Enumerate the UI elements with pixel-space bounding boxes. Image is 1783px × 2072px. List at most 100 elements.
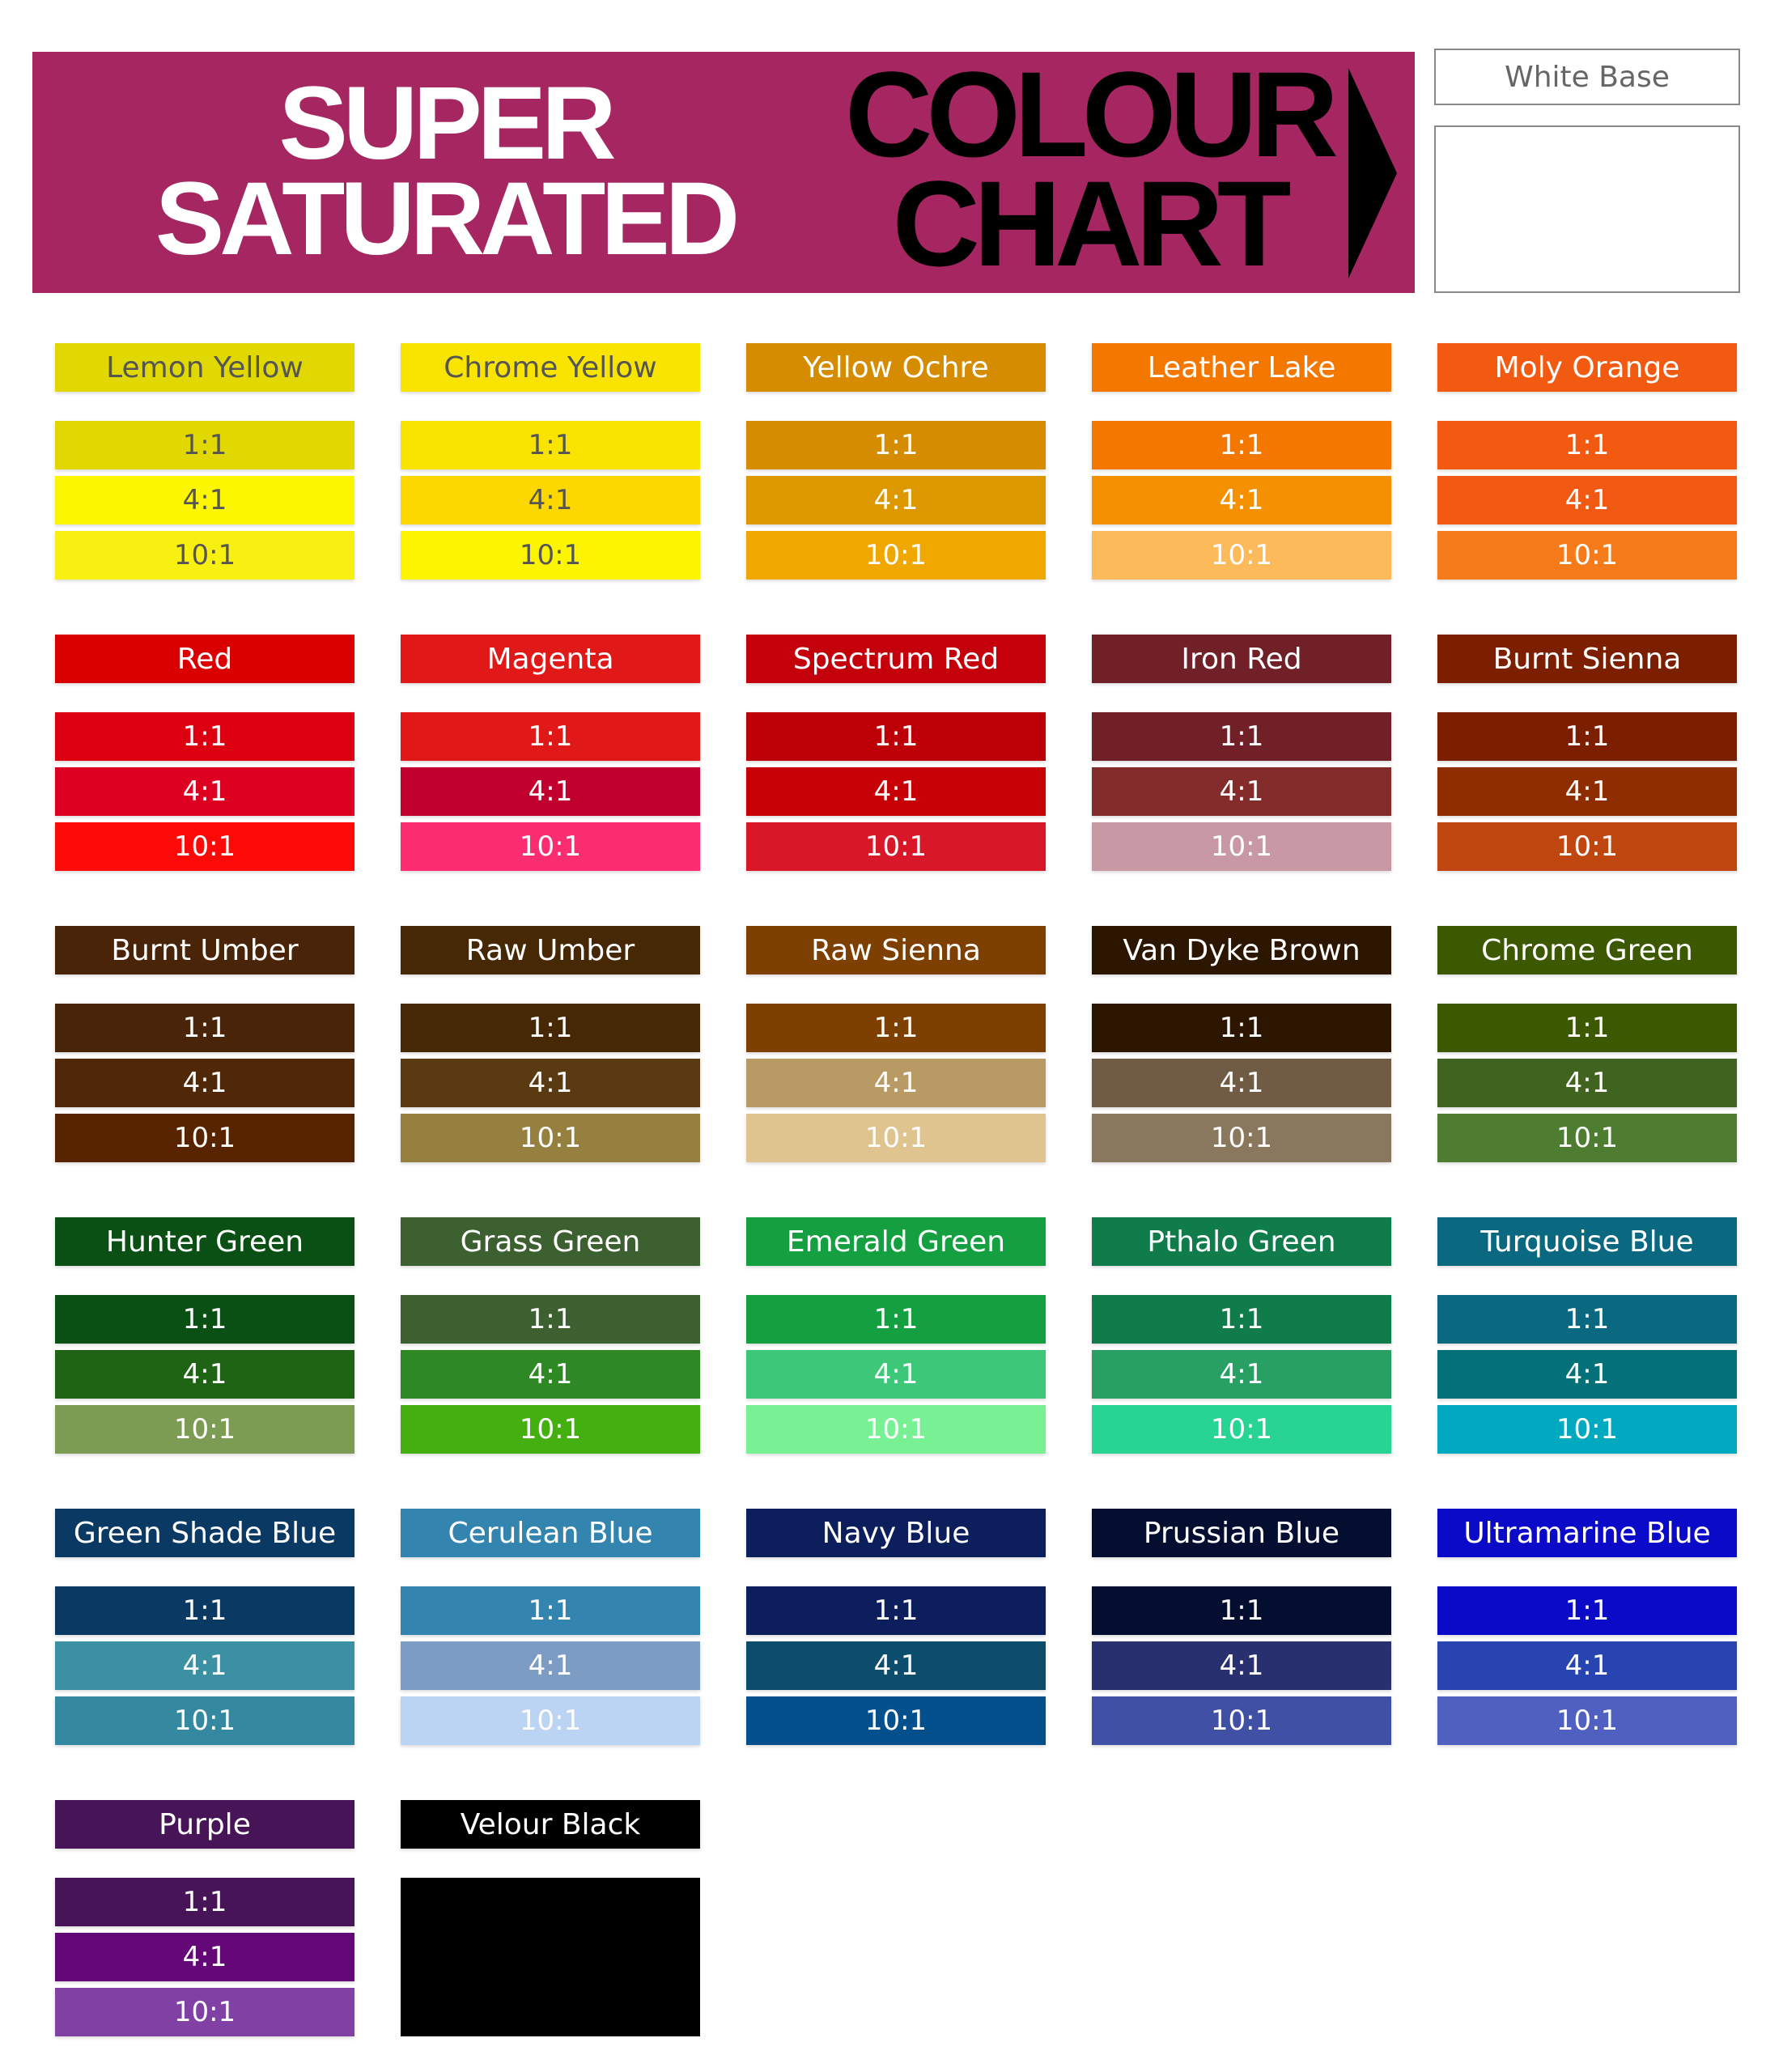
colour-card: Ultramarine Blue 1:1 4:1 10:1 [1437, 1509, 1737, 1745]
colour-name: Grass Green [401, 1217, 700, 1266]
colour-swatch-4-1: 4:1 [1092, 1641, 1391, 1690]
colour-swatch-10-1: 10:1 [55, 822, 354, 871]
colour-card: Raw Sienna 1:1 4:1 10:1 [746, 926, 1046, 1162]
colour-swatch-10-1: 10:1 [401, 1696, 700, 1745]
colour-name: Magenta [401, 635, 700, 683]
colour-swatch-4-1: 4:1 [55, 476, 354, 524]
colour-card: Chrome Green 1:1 4:1 10:1 [1437, 926, 1737, 1162]
colour-swatch-10-1: 10:1 [1092, 1405, 1391, 1454]
white-base-label: White Base [1434, 49, 1740, 105]
colour-swatch-4-1: 4:1 [401, 1641, 700, 1690]
colour-swatch-10-1: 10:1 [746, 1405, 1046, 1454]
colour-card: Emerald Green 1:1 4:1 10:1 [746, 1217, 1046, 1454]
colour-swatch-10-1: 10:1 [1092, 531, 1391, 580]
colour-swatch-1-1: 1:1 [746, 1295, 1046, 1344]
title-line-chart: CHART [892, 155, 1292, 291]
colour-swatch-10-1: 10:1 [1437, 1405, 1737, 1454]
colour-swatch-1-1: 1:1 [746, 1004, 1046, 1052]
colour-swatch-4-1: 4:1 [401, 767, 700, 816]
colour-swatch-4-1: 4:1 [746, 1641, 1046, 1690]
colour-card: Navy Blue 1:1 4:1 10:1 [746, 1509, 1046, 1745]
colour-swatch-10-1: 10:1 [1437, 531, 1737, 580]
colour-swatch-10-1: 10:1 [55, 1696, 354, 1745]
colour-swatch-10-1: 10:1 [401, 822, 700, 871]
colour-card: Velour Black [401, 1800, 700, 2036]
colour-name: Yellow Ochre [746, 343, 1046, 392]
colour-name: Raw Umber [401, 926, 700, 974]
colour-swatch-1-1: 1:1 [1437, 421, 1737, 469]
colour-swatch-4-1: 4:1 [1092, 476, 1391, 524]
colour-swatch-4-1: 4:1 [401, 1059, 700, 1107]
colour-name: Raw Sienna [746, 926, 1046, 974]
colour-name: Iron Red [1092, 635, 1391, 683]
colour-swatch-1-1: 1:1 [55, 421, 354, 469]
colour-swatch-10-1: 10:1 [401, 1405, 700, 1454]
colour-swatch-10-1: 10:1 [1092, 822, 1391, 871]
colour-name: Ultramarine Blue [1437, 1509, 1737, 1557]
colour-swatch-1-1: 1:1 [401, 1586, 700, 1635]
colour-name: Hunter Green [55, 1217, 354, 1266]
colour-card: Leather Lake 1:1 4:1 10:1 [1092, 343, 1391, 580]
colour-swatch-4-1: 4:1 [746, 1350, 1046, 1399]
white-base-swatch [1434, 125, 1740, 293]
colour-name: Navy Blue [746, 1509, 1046, 1557]
colour-card: Burnt Umber 1:1 4:1 10:1 [55, 926, 354, 1162]
colour-swatch-4-1: 4:1 [1437, 1059, 1737, 1107]
colour-swatch-1-1: 1:1 [55, 1004, 354, 1052]
colour-swatch-1-1: 1:1 [1092, 1295, 1391, 1344]
colour-card: Grass Green 1:1 4:1 10:1 [401, 1217, 700, 1454]
colour-card: Iron Red 1:1 4:1 10:1 [1092, 635, 1391, 871]
colour-swatch-1-1: 1:1 [55, 1295, 354, 1344]
colour-card: Pthalo Green 1:1 4:1 10:1 [1092, 1217, 1391, 1454]
colour-swatch-1-1: 1:1 [746, 421, 1046, 469]
colour-swatch-1-1: 1:1 [1092, 421, 1391, 469]
colour-swatch-1-1: 1:1 [1437, 712, 1737, 761]
colour-name: Green Shade Blue [55, 1509, 354, 1557]
colour-swatch-4-1: 4:1 [55, 1059, 354, 1107]
colour-swatch-4-1: 4:1 [746, 767, 1046, 816]
colour-swatch-10-1: 10:1 [1437, 822, 1737, 871]
colour-swatch-10-1: 10:1 [55, 531, 354, 580]
colour-name: Lemon Yellow [55, 343, 354, 392]
colour-swatch-10-1: 10:1 [746, 531, 1046, 580]
colour-swatch-1-1: 1:1 [1437, 1295, 1737, 1344]
colour-swatch-1-1: 1:1 [55, 712, 354, 761]
colour-swatch-10-1: 10:1 [401, 531, 700, 580]
colour-swatch-1-1: 1:1 [401, 1004, 700, 1052]
title-colour-chart: COLOUR CHART [797, 53, 1380, 291]
colour-swatch-4-1: 4:1 [746, 476, 1046, 524]
colour-name: Burnt Umber [55, 926, 354, 974]
colour-swatch-4-1: 4:1 [1437, 767, 1737, 816]
colour-name: Turquoise Blue [1437, 1217, 1737, 1266]
colour-card: Prussian Blue 1:1 4:1 10:1 [1092, 1509, 1391, 1745]
colour-name: Burnt Sienna [1437, 635, 1737, 683]
colour-swatch-4-1: 4:1 [746, 1059, 1046, 1107]
colour-card: Purple 1:1 4:1 10:1 [55, 1800, 354, 2036]
colour-swatch-1-1: 1:1 [746, 1586, 1046, 1635]
arrow-icon [1348, 68, 1397, 278]
title-banner: SUPER SATURATED COLOUR CHART [32, 52, 1415, 293]
colour-card: Chrome Yellow 1:1 4:1 10:1 [401, 343, 700, 580]
colour-swatch-1-1: 1:1 [401, 712, 700, 761]
colour-card: Lemon Yellow 1:1 4:1 10:1 [55, 343, 354, 580]
colour-swatch-4-1: 4:1 [1092, 767, 1391, 816]
colour-name: Red [55, 635, 354, 683]
colour-card: Van Dyke Brown 1:1 4:1 10:1 [1092, 926, 1391, 1162]
colour-swatch-10-1: 10:1 [746, 1114, 1046, 1162]
colour-card: Cerulean Blue 1:1 4:1 10:1 [401, 1509, 700, 1745]
colour-swatch-4-1: 4:1 [1092, 1059, 1391, 1107]
colour-swatch-1-1: 1:1 [1437, 1586, 1737, 1635]
colour-card: Spectrum Red 1:1 4:1 10:1 [746, 635, 1046, 871]
colour-swatch-4-1: 4:1 [55, 1350, 354, 1399]
colour-name: Purple [55, 1800, 354, 1849]
colour-name: Pthalo Green [1092, 1217, 1391, 1266]
colour-swatch-10-1: 10:1 [1092, 1696, 1391, 1745]
colour-card: Burnt Sienna 1:1 4:1 10:1 [1437, 635, 1737, 871]
colour-swatch [401, 1878, 700, 2036]
colour-name: Velour Black [401, 1800, 700, 1849]
colour-card: Red 1:1 4:1 10:1 [55, 635, 354, 871]
colour-swatch-10-1: 10:1 [55, 1405, 354, 1454]
colour-swatch-1-1: 1:1 [746, 712, 1046, 761]
colour-swatch-4-1: 4:1 [1437, 1350, 1737, 1399]
colour-swatch-1-1: 1:1 [1437, 1004, 1737, 1052]
